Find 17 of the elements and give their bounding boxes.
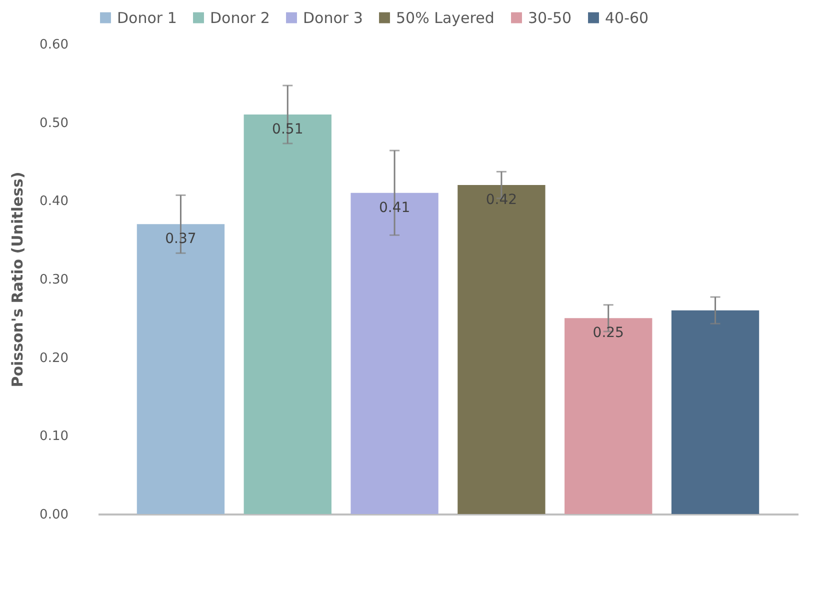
y-axis-title: Poisson's Ratio (Unitless) [8, 172, 27, 388]
y-tick-label: 0.10 [40, 429, 68, 444]
y-tick-label: 0.50 [40, 116, 68, 131]
legend-label: Donor 1 [117, 8, 177, 27]
legend-label: Donor 3 [303, 8, 363, 27]
legend-label: 50% Layered [396, 8, 494, 27]
y-tick-label: 0.60 [40, 38, 68, 52]
data-label: 0.42 [486, 192, 518, 208]
data-label: 0.25 [592, 325, 624, 342]
y-tick-label: 0.30 [40, 272, 68, 288]
legend-label: Donor 2 [210, 8, 270, 27]
y-tick-label: 0.20 [40, 350, 68, 366]
legend-label: 40-60 [605, 8, 649, 27]
y-tick-label: 0.40 [40, 194, 68, 210]
legend-label: 30-50 [528, 8, 572, 27]
y-tick-label: 0.00 [40, 508, 68, 522]
data-label: 0.51 [272, 122, 304, 138]
